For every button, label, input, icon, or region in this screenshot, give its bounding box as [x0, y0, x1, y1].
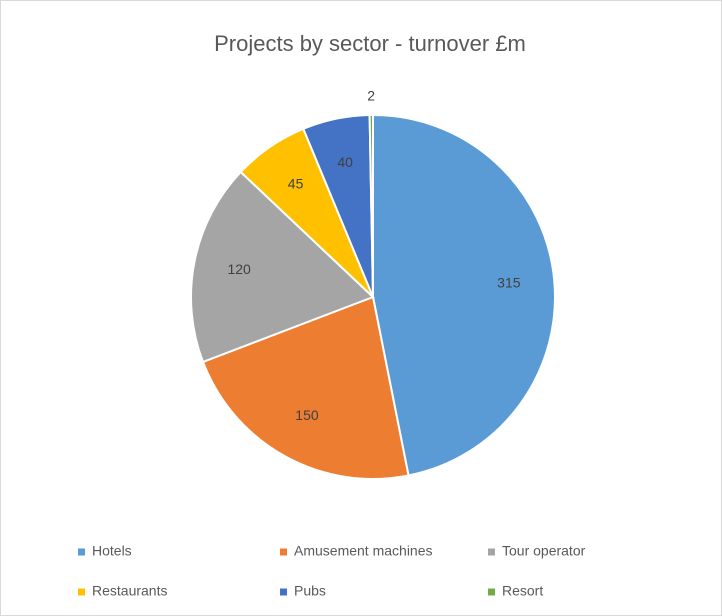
legend-label: Restaurants: [92, 583, 167, 599]
legend-swatch: [78, 548, 85, 556]
legend-swatch: [280, 548, 287, 556]
legend-label: Amusement machines: [294, 543, 433, 559]
legend-swatch: [78, 588, 85, 596]
data-label: 150: [295, 407, 319, 423]
pie-slice: [368, 113, 374, 298]
data-label: 45: [288, 175, 304, 191]
legend-label: Resort: [502, 583, 543, 599]
pie-slice: [372, 113, 556, 477]
legend-label: Pubs: [294, 583, 326, 599]
chart-title: Projects by sector - turnover £m: [214, 31, 526, 56]
data-label: 40: [337, 154, 353, 170]
pie-slice: [190, 170, 375, 364]
data-label: 315: [497, 274, 521, 290]
legend-label: Tour operator: [502, 543, 586, 559]
legend-swatch: [488, 548, 495, 556]
legend-label: Hotels: [92, 543, 132, 559]
data-label: 120: [227, 261, 251, 277]
data-label: 2: [367, 88, 375, 104]
legend-swatch: [280, 588, 287, 596]
legend-swatch: [488, 588, 495, 596]
